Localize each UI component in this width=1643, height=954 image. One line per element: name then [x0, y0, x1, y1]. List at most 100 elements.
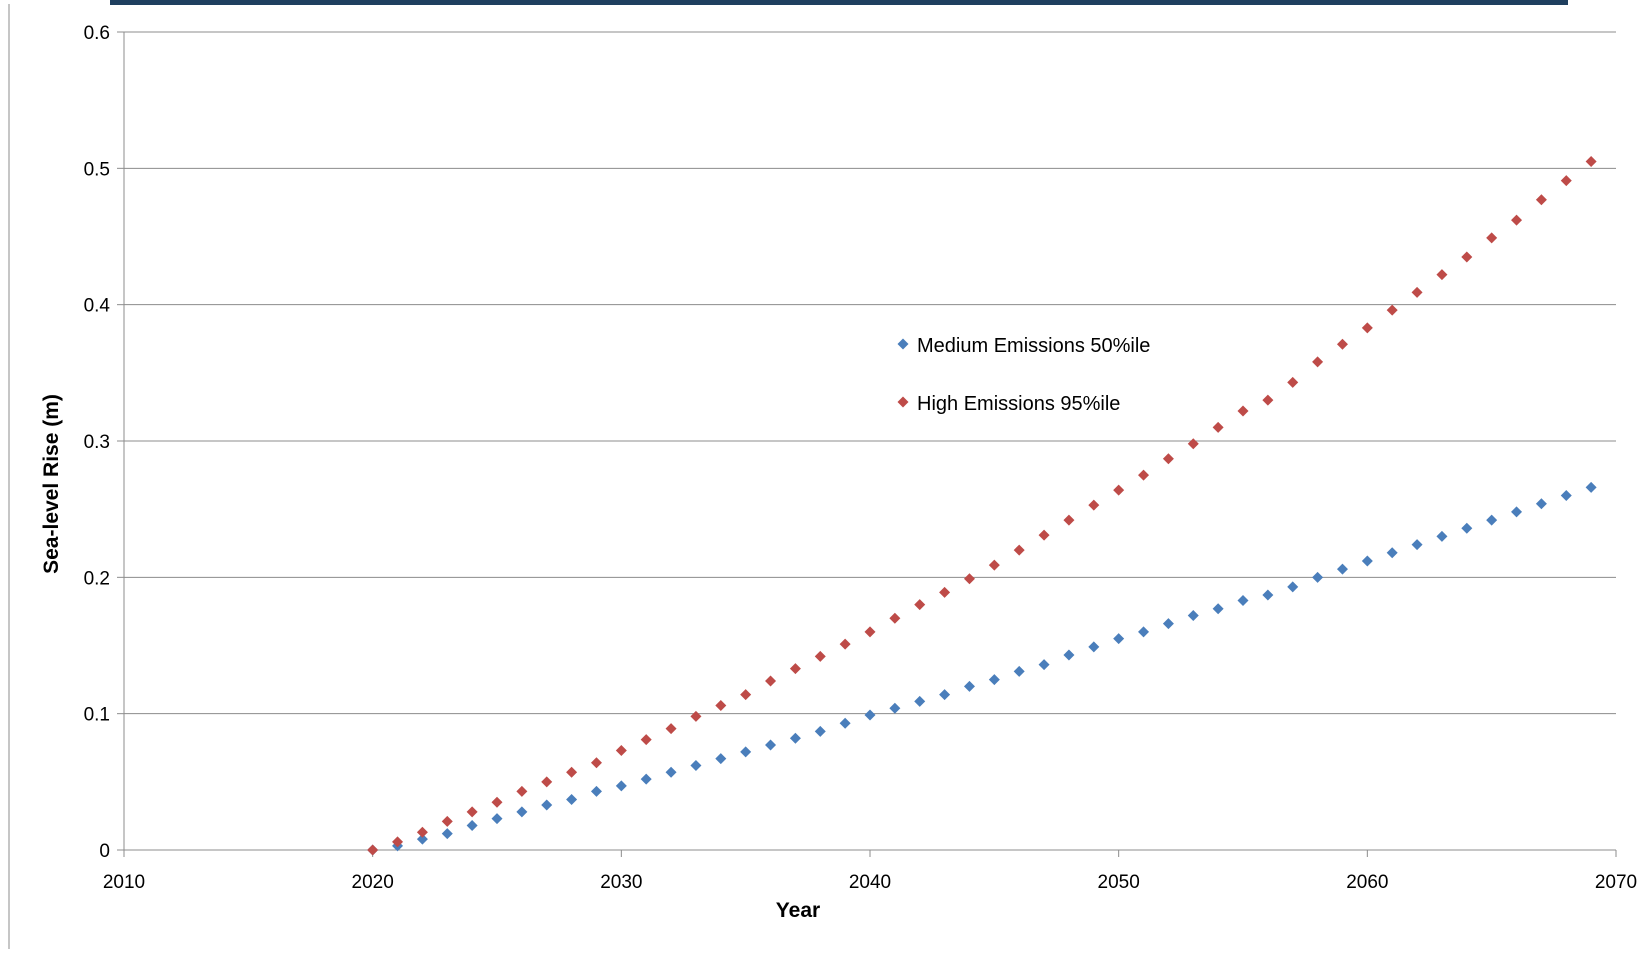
x-tick-label: 2010 — [103, 872, 145, 893]
y-tick-label: 0.1 — [84, 705, 110, 726]
x-tick-label: 2040 — [849, 872, 891, 893]
data-point-medium — [615, 780, 627, 792]
data-point-medium — [640, 773, 652, 785]
data-point-high — [1262, 394, 1274, 406]
data-point-high — [1511, 214, 1523, 226]
data-point-high — [814, 650, 826, 662]
data-point-medium — [516, 806, 528, 818]
y-tick-label: 0.5 — [84, 159, 110, 180]
data-point-medium — [491, 813, 503, 825]
data-point-medium — [590, 785, 602, 797]
x-tick-label: 2030 — [600, 872, 642, 893]
y-tick-label: 0.2 — [84, 568, 110, 589]
data-point-medium — [1486, 514, 1498, 526]
data-point-high — [1187, 438, 1199, 450]
data-point-high — [466, 806, 478, 818]
data-point-high — [615, 744, 627, 756]
data-point-medium — [690, 759, 702, 771]
data-point-medium — [1187, 610, 1199, 622]
data-point-high — [988, 559, 1000, 571]
data-point-medium — [939, 689, 951, 701]
data-point-high — [640, 734, 652, 746]
data-point-medium — [1535, 498, 1547, 510]
data-point-medium — [715, 753, 727, 765]
data-point-medium — [1361, 555, 1373, 567]
data-point-high — [441, 815, 453, 827]
data-point-high — [889, 612, 901, 624]
data-point-medium — [541, 799, 553, 811]
data-point-high — [963, 573, 975, 585]
data-point-medium — [1585, 481, 1597, 493]
data-point-high — [1113, 484, 1125, 496]
data-point-medium — [1113, 633, 1125, 645]
data-point-medium — [765, 739, 777, 751]
data-point-high — [1312, 356, 1324, 368]
data-point-high — [765, 675, 777, 687]
data-point-medium — [466, 819, 478, 831]
data-point-medium — [789, 732, 801, 744]
data-point-medium — [1013, 665, 1025, 677]
data-point-medium — [1237, 595, 1249, 607]
data-point-medium — [814, 725, 826, 737]
axes — [117, 31, 1617, 857]
y-tick-label: 0.4 — [84, 296, 111, 317]
data-point-high — [491, 796, 503, 808]
data-point-medium — [740, 746, 752, 758]
data-point-high — [1038, 529, 1050, 541]
data-point-high — [516, 785, 528, 797]
data-point-medium — [889, 702, 901, 714]
data-point-high — [1212, 421, 1224, 433]
gridlines — [124, 31, 1616, 715]
x-tick-label: 2050 — [1098, 872, 1140, 893]
data-point-high — [914, 599, 926, 611]
y-tick-labels: 0 0.1 0.2 0.3 0.4 0.5 0.6 — [84, 23, 111, 862]
legend-marker-high — [897, 396, 909, 408]
data-point-high — [392, 836, 404, 848]
data-point-high — [1461, 251, 1473, 263]
data-point-medium — [963, 680, 975, 692]
data-point-high — [1063, 514, 1075, 526]
data-point-medium — [914, 695, 926, 707]
data-point-medium — [665, 766, 677, 778]
data-point-high — [839, 638, 851, 650]
y-axis-title: Sea-level Rise (m) — [40, 394, 63, 574]
legend-item-high: High Emissions 95%ile — [897, 393, 1120, 415]
data-point-high — [1436, 269, 1448, 281]
data-point-high — [1287, 376, 1299, 388]
x-tick-label: 2060 — [1346, 872, 1388, 893]
data-point-high — [1013, 544, 1025, 556]
data-point-high — [566, 766, 578, 778]
data-point-medium — [1162, 618, 1174, 630]
data-point-medium — [1063, 649, 1075, 661]
data-point-high — [690, 710, 702, 722]
data-point-high — [939, 586, 951, 598]
data-point-high — [715, 699, 727, 711]
x-tick-label: 2070 — [1595, 872, 1637, 893]
top-banner-strip — [110, 0, 1568, 5]
data-points — [367, 156, 1597, 856]
data-point-medium — [566, 794, 578, 806]
data-point-medium — [441, 828, 453, 840]
data-point-high — [1585, 156, 1597, 168]
data-point-high — [1411, 286, 1423, 298]
data-point-high — [789, 663, 801, 675]
data-point-medium — [1262, 589, 1274, 601]
data-point-high — [1088, 499, 1100, 511]
y-tick-label: 0.6 — [84, 23, 110, 44]
legend: Medium Emissions 50%ile High Emissions 9… — [897, 335, 1150, 415]
data-point-medium — [1436, 530, 1448, 542]
data-point-medium — [1312, 571, 1324, 583]
data-point-medium — [1511, 506, 1523, 518]
y-tick-label: 0 — [99, 841, 110, 862]
data-point-high — [1237, 405, 1249, 417]
data-point-high — [665, 723, 677, 735]
data-point-medium — [1088, 641, 1100, 653]
x-axis-title: Year — [776, 899, 820, 922]
data-point-medium — [1038, 659, 1050, 671]
y-tick-label: 0.3 — [84, 432, 110, 453]
data-point-high — [1486, 232, 1498, 244]
data-point-medium — [1461, 522, 1473, 534]
data-point-medium — [1138, 626, 1150, 638]
data-point-medium — [416, 833, 428, 845]
